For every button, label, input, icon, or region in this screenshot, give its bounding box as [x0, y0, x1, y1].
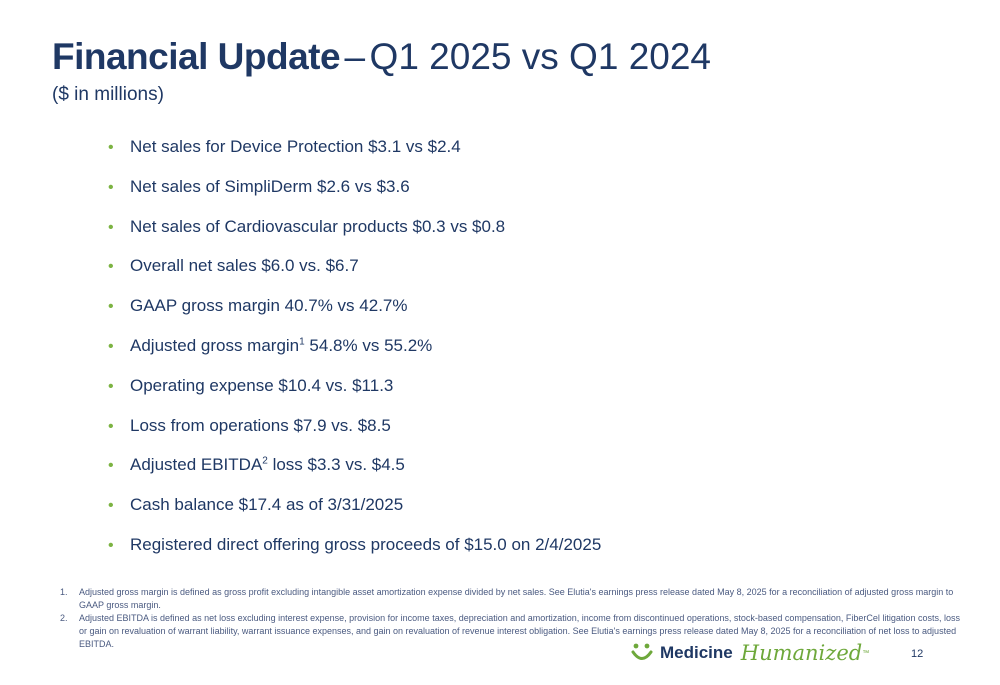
bullet-text: Overall net sales $6.0 vs. $6.7: [130, 256, 359, 276]
footnote-number: 1.: [60, 587, 68, 597]
bullet-dot-icon: •: [108, 218, 114, 236]
bullet-text: Adjusted gross margin1 54.8% vs 55.2%: [130, 336, 432, 356]
bullet-dot-icon: •: [108, 417, 114, 435]
bullet-item: • Registered direct offering gross procee…: [108, 535, 601, 575]
bullet-text-main: Operating expense $10.4 vs. $11.3: [130, 375, 394, 395]
title-dash: –: [344, 36, 366, 77]
bullet-text-main: Adjusted EBITDA: [130, 455, 263, 475]
bullet-item: • Loss from operations $7.9 vs. $8.5: [108, 416, 601, 456]
title-period-text: Q1 2025 vs Q1 2024: [369, 36, 712, 77]
bullet-item: • Overall net sales $6.0 vs. $6.7: [108, 256, 601, 296]
bullet-dot-icon: •: [108, 178, 114, 196]
bullet-list: • Net sales for Device Protection $3.1 vs…: [108, 137, 601, 575]
company-logo: Medicine Humanized ™: [630, 641, 869, 665]
bullet-text: Adjusted EBITDA2 loss $3.3 vs. $4.5: [130, 455, 405, 475]
bullet-text-tail: loss $3.3 vs. $4.5: [267, 455, 405, 475]
bullet-text-main: Overall net sales $6.0 vs. $6.7: [130, 256, 359, 276]
footnotes: 1. Adjusted gross margin is defined as gr…: [60, 586, 960, 651]
bullet-text: GAAP gross margin 40.7% vs 42.7%: [130, 296, 408, 316]
footnote-number: 2.: [60, 613, 68, 623]
bullet-text: Registered direct offering gross proceed…: [130, 535, 601, 555]
bullet-item: • Net sales of SimpliDerm $2.6 vs $3.6: [108, 177, 601, 217]
slide-subtitle: ($ in millions): [52, 84, 164, 105]
footnote-ref: 2: [262, 455, 268, 467]
footnote-item: 2. Adjusted EBITDA is defined as net loss…: [60, 612, 960, 651]
bullet-dot-icon: •: [108, 457, 114, 475]
bullet-text-main: Registered direct offering gross proceed…: [130, 534, 602, 554]
bullet-item: • Adjusted EBITDA2 loss $3.3 vs. $4.5: [108, 455, 601, 495]
bullet-item: • Adjusted gross margin1 54.8% vs 55.2%: [108, 336, 601, 376]
logo-word-humanized: Humanized: [740, 641, 863, 665]
bullet-item: • Net sales for Device Protection $3.1 vs…: [108, 137, 601, 177]
trademark-symbol: ™: [862, 649, 870, 657]
bullet-dot-icon: •: [108, 377, 114, 395]
bullet-dot-icon: •: [108, 258, 114, 276]
bullet-item: • Cash balance $17.4 as of 3/31/2025: [108, 495, 601, 535]
logo-word-medicine: Medicine: [660, 643, 733, 662]
bullet-text-main: Net sales for Device Protection $3.1 vs …: [130, 137, 461, 156]
bullet-dot-icon: •: [108, 337, 114, 355]
bullet-dot-icon: •: [108, 298, 114, 316]
title-bold-text: Financial Update: [52, 36, 341, 77]
bullet-dot-icon: •: [108, 536, 114, 554]
bullet-item: • Operating expense $10.4 vs. $11.3: [108, 376, 601, 416]
footnote-text: Adjusted EBITDA is defined as net loss e…: [79, 613, 960, 649]
page-number: 12: [911, 648, 924, 660]
bullet-dot-icon: •: [108, 497, 114, 515]
bullet-text: Net sales of Cardiovascular products $0.…: [130, 217, 505, 237]
footnote-text: Adjusted gross margin is defined as gros…: [79, 587, 954, 610]
bullet-text: Net sales for Device Protection $3.1 vs …: [130, 137, 461, 157]
footnote-ref: 1: [299, 336, 305, 348]
bullet-item: • Net sales of Cardiovascular products $0…: [108, 217, 601, 257]
bullet-text-tail: 54.8% vs 55.2%: [304, 335, 433, 355]
bullet-text: Net sales of SimpliDerm $2.6 vs $3.6: [130, 177, 410, 197]
footnote-item: 1. Adjusted gross margin is defined as gr…: [60, 586, 960, 612]
smile-logo-icon: [631, 643, 653, 660]
bullet-text-main: Loss from operations $7.9 vs. $8.5: [130, 415, 391, 435]
bullet-text-main: Net sales of Cardiovascular products $0.…: [130, 216, 506, 236]
bullet-dot-icon: •: [108, 139, 114, 156]
bullet-text-main: Adjusted gross margin: [130, 335, 300, 355]
bullet-text-main: GAAP gross margin 40.7% vs 42.7%: [130, 296, 408, 316]
bullet-text: Cash balance $17.4 as of 3/31/2025: [130, 495, 403, 515]
bullet-text: Loss from operations $7.9 vs. $8.5: [130, 416, 391, 436]
bullet-text-main: Net sales of SimpliDerm $2.6 vs $3.6: [130, 176, 410, 196]
bullet-item: • GAAP gross margin 40.7% vs 42.7%: [108, 296, 601, 336]
bullet-text: Operating expense $10.4 vs. $11.3: [130, 376, 393, 396]
slide-title: Financial Update – Q1 2025 vs Q1 2024: [52, 36, 711, 78]
bullet-text-main: Cash balance $17.4 as of 3/31/2025: [130, 495, 404, 515]
